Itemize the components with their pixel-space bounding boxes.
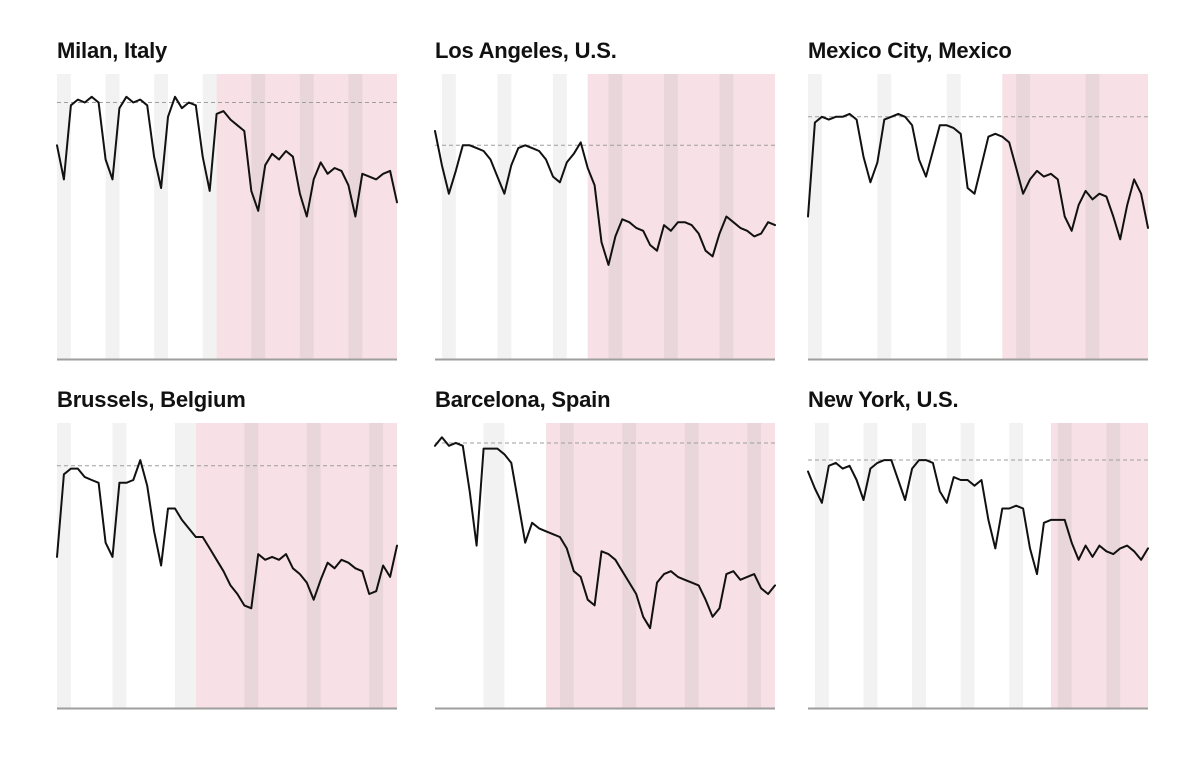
- chart-title: Milan, Italy: [57, 38, 168, 63]
- series-line: [56, 95, 398, 218]
- weekend-band: [244, 423, 259, 708]
- weekend-band: [174, 423, 196, 708]
- weekend-band: [663, 74, 678, 359]
- weekend-band: [369, 423, 384, 708]
- weekend-band: [112, 423, 127, 708]
- weekend-band: [105, 74, 120, 359]
- weekend-band: [559, 423, 574, 708]
- weekend-band: [1009, 423, 1024, 708]
- line-chart: [56, 74, 398, 361]
- line-chart: [807, 423, 1149, 710]
- weekend-band: [154, 74, 169, 359]
- series-line: [434, 130, 776, 266]
- weekend-band: [946, 74, 961, 359]
- line-chart: [434, 423, 776, 710]
- series-line: [434, 436, 776, 630]
- chart-panel-5: New York, U.S.: [807, 387, 1149, 717]
- chart-title: Mexico City, Mexico: [808, 38, 1012, 63]
- chart-title: Los Angeles, U.S.: [435, 38, 617, 63]
- series-line: [56, 459, 398, 610]
- weekend-band: [747, 423, 762, 708]
- chart-panel-1: Los Angeles, U.S.: [434, 38, 776, 368]
- series-line: [807, 459, 1149, 576]
- weekend-band: [622, 423, 637, 708]
- weekend-band: [808, 74, 822, 359]
- weekend-band: [814, 423, 829, 708]
- weekend-band: [1016, 74, 1031, 359]
- weekend-band: [57, 74, 71, 359]
- line-chart: [807, 74, 1149, 361]
- lockdown-band: [546, 423, 775, 708]
- line-chart: [56, 423, 398, 710]
- weekend-band: [912, 423, 926, 708]
- weekend-band: [863, 423, 878, 708]
- chart-panel-3: Brussels, Belgium: [56, 387, 398, 717]
- weekend-band: [497, 74, 512, 359]
- weekend-band: [57, 423, 71, 708]
- chart-title: Brussels, Belgium: [57, 387, 246, 412]
- lockdown-band: [195, 423, 397, 708]
- chart-title: Barcelona, Spain: [435, 387, 611, 412]
- weekend-band: [202, 74, 217, 359]
- chart-panel-2: Mexico City, Mexico: [807, 38, 1149, 368]
- weekend-band: [684, 423, 699, 708]
- weekend-band: [483, 423, 505, 708]
- chart-panel-4: Barcelona, Spain: [434, 387, 776, 717]
- weekend-band: [960, 423, 975, 708]
- weekend-band: [1085, 74, 1100, 359]
- weekend-band: [608, 74, 623, 359]
- weekend-band: [1106, 423, 1121, 708]
- weekend-band: [1057, 423, 1072, 708]
- chart-panel-0: Milan, Italy: [56, 38, 398, 368]
- weekend-band: [251, 74, 266, 359]
- chart-title: New York, U.S.: [808, 387, 959, 412]
- weekend-band: [552, 74, 567, 359]
- line-chart: [434, 74, 776, 361]
- weekend-band: [441, 74, 456, 359]
- series-line: [807, 112, 1149, 241]
- weekend-band: [306, 423, 321, 708]
